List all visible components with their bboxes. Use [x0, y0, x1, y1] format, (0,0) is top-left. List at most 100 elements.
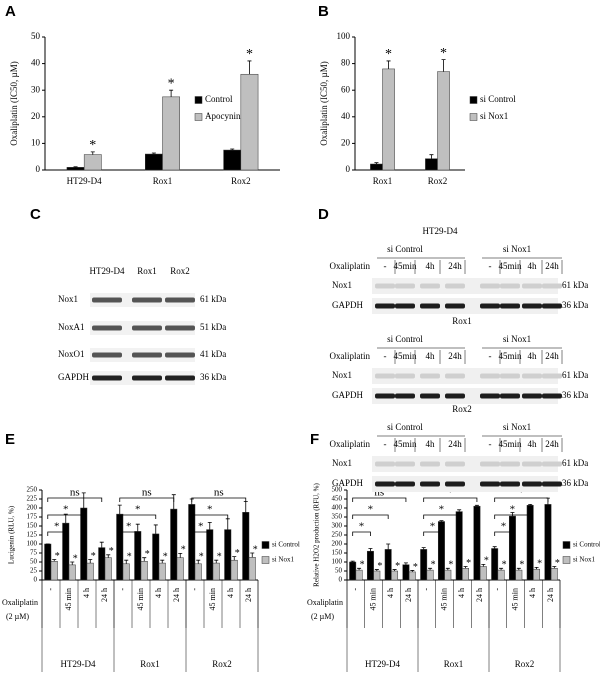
- treatment-label: Oxaliplatin: [330, 351, 371, 361]
- legend-swatch: [194, 113, 203, 121]
- band: [395, 481, 415, 487]
- significance-mark: *: [440, 46, 447, 61]
- band: [522, 283, 542, 289]
- row-label: GAPDH: [332, 478, 364, 488]
- size-label: 36 kDa: [562, 478, 588, 488]
- error-bar: [481, 563, 486, 567]
- y-tick-label: 200: [332, 540, 343, 548]
- panel-label: B: [318, 3, 329, 20]
- panel-label: F: [310, 431, 319, 448]
- group-label: si Nox1: [503, 422, 531, 432]
- bracket: [494, 531, 513, 536]
- bracket: [191, 514, 229, 519]
- y-tick-label: 50: [30, 558, 38, 566]
- band: [445, 481, 465, 487]
- error-bar: [499, 567, 504, 571]
- x-tick-label: 24 h: [100, 588, 109, 602]
- x-tick-label: 24 h: [172, 588, 181, 602]
- bracket: [423, 497, 478, 502]
- bracket: [423, 514, 460, 519]
- error-bar: [357, 567, 362, 571]
- significance-mark: *: [127, 551, 132, 562]
- condition-label: 45min: [393, 261, 417, 271]
- significance-mark: *: [431, 560, 436, 571]
- error-bar: [73, 166, 78, 168]
- condition-label: 4h: [528, 261, 538, 271]
- bar: [533, 568, 541, 581]
- condition-label: 4h: [528, 439, 538, 449]
- error-bar: [528, 504, 533, 506]
- bracket-label: *: [63, 504, 69, 516]
- error-bar: [243, 501, 248, 513]
- row-label: NoxO1: [58, 349, 85, 359]
- bracket-label: *: [501, 521, 507, 533]
- error-bar: [386, 60, 391, 69]
- bar: [550, 568, 558, 581]
- bar: [515, 569, 523, 581]
- band: [445, 283, 465, 289]
- group-label: si Nox1: [503, 334, 531, 344]
- bracket: [494, 514, 531, 519]
- x-tick-label: 24 h: [404, 588, 413, 602]
- band: [420, 303, 440, 309]
- lane-label: Rox2: [170, 266, 190, 276]
- bar: [224, 529, 232, 581]
- bracket: [352, 497, 407, 502]
- band: [132, 352, 162, 358]
- band: [395, 283, 415, 289]
- error-bar: [552, 566, 557, 569]
- band: [395, 373, 415, 379]
- error-bar: [439, 520, 444, 522]
- bar: [212, 562, 220, 581]
- band: [480, 393, 500, 399]
- y-tick-label: 250: [27, 486, 38, 494]
- condition-label: 24h: [448, 261, 462, 271]
- error-bar: [247, 60, 252, 75]
- error-bar: [178, 552, 183, 558]
- bar: [349, 561, 357, 581]
- band: [542, 283, 562, 289]
- legend-swatch: [261, 556, 270, 564]
- legend-swatch: [261, 541, 270, 549]
- significance-mark: *: [385, 47, 392, 62]
- bracket: [119, 514, 157, 519]
- band: [92, 352, 122, 358]
- band: [480, 373, 500, 379]
- x-tick-label: 45 min: [64, 588, 73, 610]
- band: [445, 373, 465, 379]
- bracket-label: ns: [70, 487, 80, 499]
- condition-label: 24h: [545, 439, 559, 449]
- legend-swatch: [562, 541, 571, 549]
- group-label: Rox1: [444, 659, 464, 669]
- treatment-label: Oxaliplatin: [330, 261, 371, 271]
- x-tick-label: -: [422, 588, 431, 591]
- significance-mark: *: [55, 551, 60, 562]
- lane-label: HT29-D4: [90, 266, 125, 276]
- band: [92, 325, 122, 331]
- bar: [497, 569, 505, 581]
- error-bar: [368, 548, 373, 552]
- bracket: [119, 497, 175, 502]
- band: [92, 297, 122, 303]
- band: [395, 393, 415, 399]
- x-axis-label: Oxaliplatin: [307, 598, 343, 607]
- error-bar: [106, 554, 111, 558]
- x-tick-label: 45 min: [439, 588, 448, 610]
- legend-swatch: [469, 113, 478, 121]
- band: [395, 461, 415, 467]
- y-tick-label: 0: [339, 576, 343, 584]
- x-tick-label: -: [118, 588, 127, 591]
- error-bar: [232, 556, 237, 561]
- bracket: [423, 531, 442, 536]
- significance-mark: *: [519, 560, 524, 571]
- significance-mark: *: [555, 558, 560, 569]
- band: [522, 461, 542, 467]
- x-tick-label: 45 min: [368, 588, 377, 610]
- size-label: 61 kDa: [562, 458, 588, 468]
- bar: [223, 149, 242, 171]
- group-label: HT29-D4: [365, 659, 400, 669]
- condition-label: 4h: [528, 351, 538, 361]
- condition-label: 24h: [545, 261, 559, 271]
- y-tick-label: 25: [30, 567, 38, 575]
